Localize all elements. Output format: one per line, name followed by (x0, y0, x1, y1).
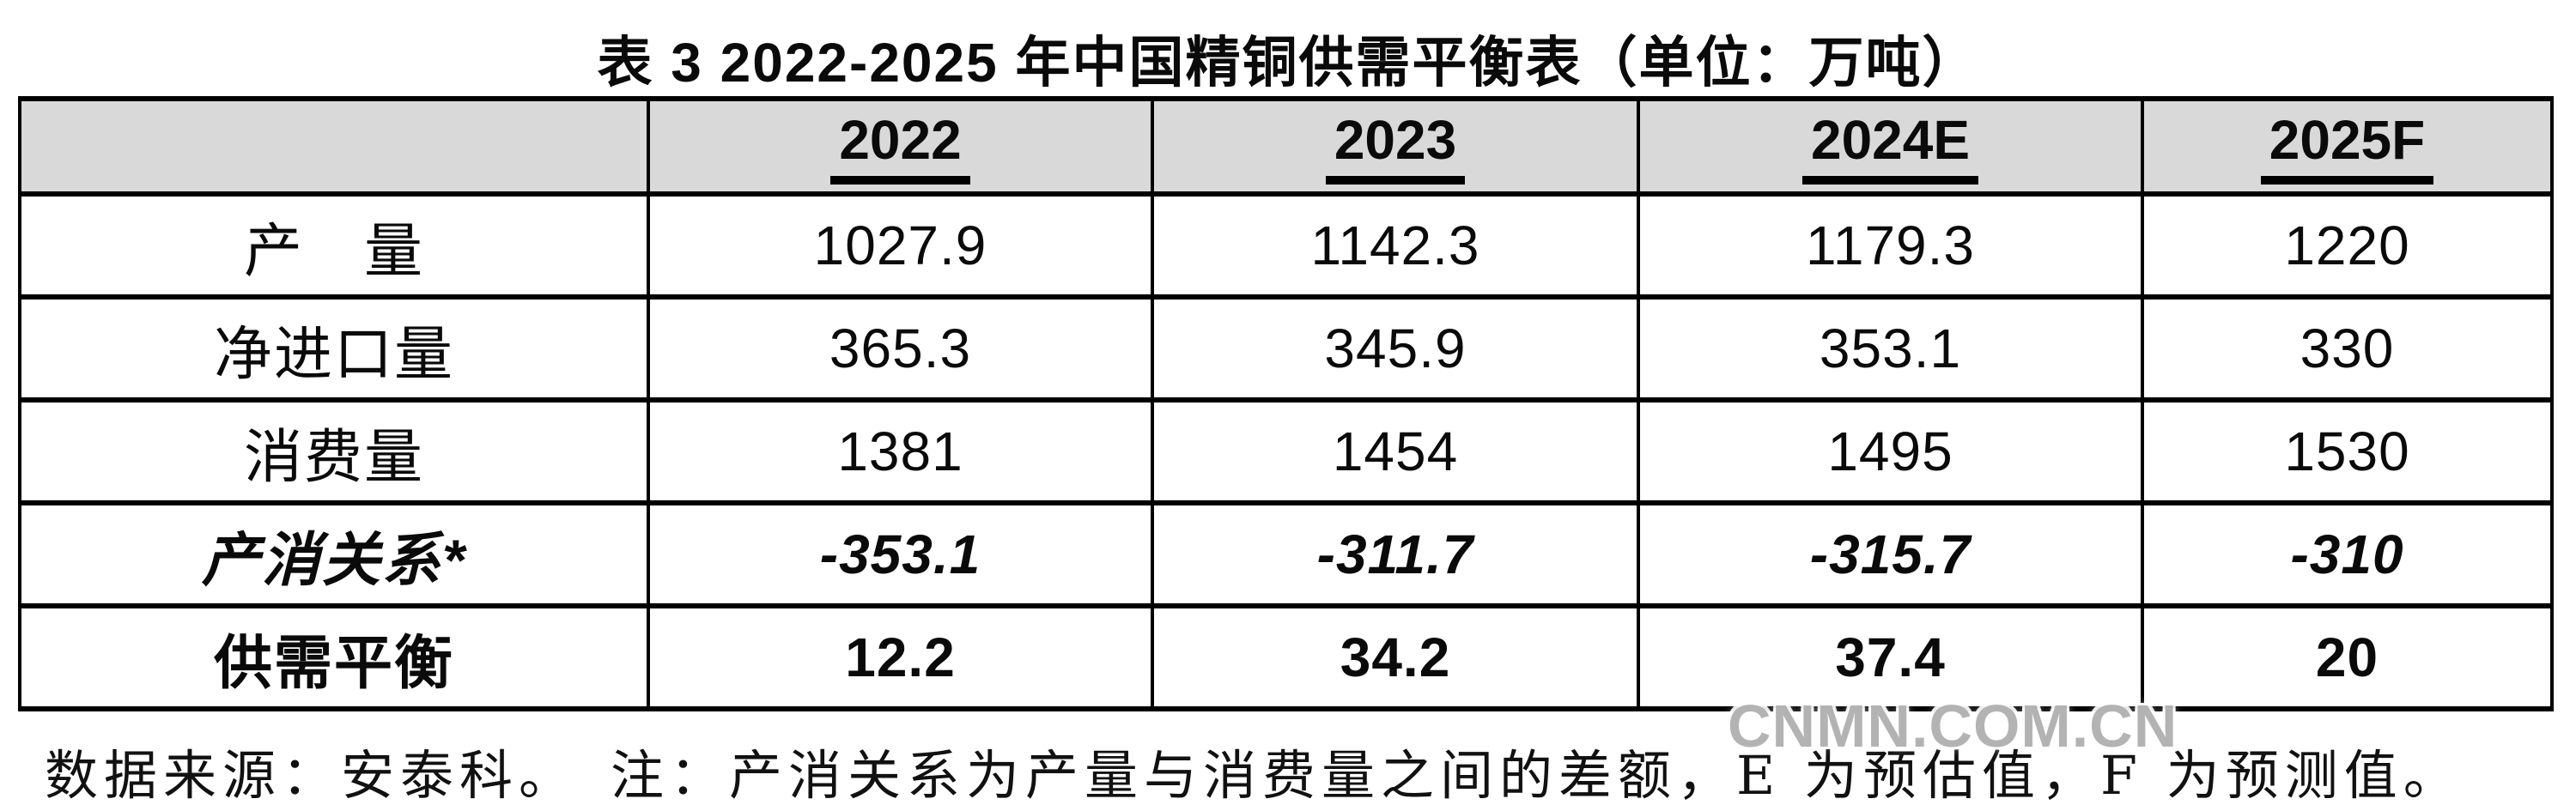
supply-demand-table: 2022 2023 2024E 2025F 产 量 1027.9 1142.3 … (18, 96, 2554, 711)
row-production: 产 量 1027.9 1142.3 1179.3 1220 (18, 191, 2554, 300)
value-cell: 330 (2141, 294, 2554, 402)
value-cell: 1495 (1637, 397, 2144, 505)
row-label: 供需平衡 (18, 603, 650, 711)
value-cell: 20 (2141, 603, 2554, 711)
header-cell-year: 2025F (2141, 96, 2554, 197)
value-cell: 1142.3 (1151, 191, 1640, 300)
year-label-2022: 2022 (830, 112, 970, 185)
header-cell-blank (18, 96, 650, 197)
value-cell: 345.9 (1151, 294, 1640, 402)
value-cell: 1454 (1151, 397, 1640, 505)
value-cell: 1220 (2141, 191, 2554, 300)
row-label: 产 量 (18, 191, 650, 300)
value-cell: -353.1 (647, 500, 1154, 608)
value-cell: 34.2 (1151, 603, 1640, 711)
year-label-2024e: 2024E (1801, 112, 1979, 185)
cnmn-watermark: CNMN.COM.CN (1728, 693, 2178, 760)
value-cell: 353.1 (1637, 294, 2144, 402)
value-cell: 1381 (647, 397, 1154, 505)
row-consumption: 消费量 1381 1454 1495 1530 (18, 397, 2554, 505)
year-label-2023: 2023 (1325, 112, 1466, 185)
value-cell: 365.3 (647, 294, 1154, 402)
value-cell: 37.4 (1637, 603, 2144, 711)
page-title: 表 3 2022-2025 年中国精铜供需平衡表（单位：万吨） (597, 32, 1979, 94)
value-cell: -311.7 (1151, 500, 1640, 608)
header-cell-year: 2023 (1151, 96, 1640, 197)
row-label: 产消关系* (18, 500, 650, 608)
row-label: 净进口量 (18, 294, 650, 402)
header-row: 2022 2023 2024E 2025F (18, 96, 2554, 197)
header-cell-year: 2022 (647, 96, 1154, 197)
row-supply-demand-balance: 供需平衡 12.2 34.2 37.4 20 (18, 603, 2554, 711)
year-label-2025f: 2025F (2260, 112, 2434, 185)
value-cell: 12.2 (647, 603, 1154, 711)
row-production-consumption-gap: 产消关系* -353.1 -311.7 -315.7 -310 (18, 500, 2554, 608)
row-net-imports: 净进口量 365.3 345.9 353.1 330 (18, 294, 2554, 402)
value-cell: 1530 (2141, 397, 2554, 505)
header-cell-year: 2024E (1637, 96, 2144, 197)
value-cell: -310 (2141, 500, 2554, 608)
value-cell: 1027.9 (647, 191, 1154, 300)
value-cell: 1179.3 (1637, 191, 2144, 300)
row-label: 消费量 (18, 397, 650, 505)
source-note: 数据来源：安泰科。 注：产消关系为产量与消费量之间的差额，E 为预估值，F 为预… (45, 744, 2463, 807)
value-cell: -315.7 (1637, 500, 2144, 608)
